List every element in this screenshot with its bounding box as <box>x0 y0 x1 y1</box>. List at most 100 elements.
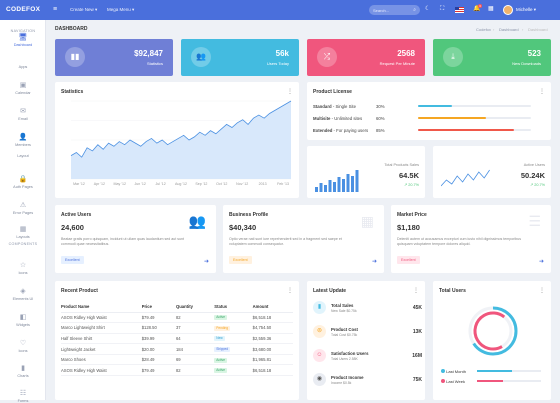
active-users-card: Active Users 50.24K ↗ 20.7% <box>433 146 551 198</box>
x-tick-label: Mar '12 <box>73 182 85 186</box>
chart-icon: ▮ <box>313 301 326 314</box>
sales-bar <box>315 187 318 192</box>
apps-grid-icon[interactable]: ▦ <box>488 6 494 12</box>
update-value: 16M <box>412 353 422 359</box>
table-row[interactable]: Half Sleeve Shirt $39.99 64 New $2,559.36 <box>61 333 293 345</box>
search-input[interactable]: Search... ⌕ <box>369 5 420 15</box>
legend-dot <box>441 379 445 383</box>
stat-label: Statistics <box>146 61 163 66</box>
more-icon[interactable]: ⋮ <box>413 288 419 294</box>
sidebar-item-charts[interactable]: ▮ Charts <box>0 365 46 378</box>
mega-menu[interactable]: Mega Menu ▾ <box>107 7 135 12</box>
license-progress <box>418 129 531 131</box>
sidebar-item-widgets[interactable]: ◧ Widgets <box>0 314 46 327</box>
table-row[interactable]: ASOS Ridley High Waist $79.49 82 Active $6,5… <box>61 364 293 377</box>
column-header[interactable]: Amount <box>252 302 293 313</box>
column-header[interactable]: Status <box>214 302 253 313</box>
breadcrumb-sep: › <box>522 27 524 32</box>
page-title: DASHBOARD <box>55 26 88 32</box>
breadcrumb-item[interactable]: Dashboard <box>499 27 519 32</box>
stat-card-statistics[interactable]: ▮▮ $92,847 Statistics <box>55 39 173 76</box>
table-row[interactable]: Marco Shoes $28.49 69 Active $1,965.81 <box>61 354 293 366</box>
stat-value: 523 <box>527 49 541 58</box>
card-title: Latest Update <box>313 288 347 294</box>
stat-value: $92,847 <box>134 49 163 58</box>
sidebar-item-label: Apps <box>18 65 28 69</box>
excellent-button[interactable]: Excellent <box>61 256 84 264</box>
more-icon[interactable]: ⋮ <box>287 89 293 95</box>
table-cell: ASOS Ridley High Waist <box>61 364 142 377</box>
total-users-ring-chart <box>468 306 518 356</box>
topbar: CODEFOX ≡ Create New ▾ Mega Menu ▾ Searc… <box>0 0 560 20</box>
stat-card-downloads[interactable]: ⤓ 523 New Downloads <box>433 39 551 76</box>
excellent-button[interactable]: Excellent <box>229 256 252 264</box>
more-icon[interactable]: ⋮ <box>539 288 545 294</box>
avatar[interactable] <box>503 5 513 15</box>
latest-update-row[interactable]: ⊚ Product Cost Total Cost $0.75k 13K <box>313 324 422 340</box>
monitor-icon: 🖥 <box>18 34 28 41</box>
table-row[interactable]: ASOS Ridley High Waist $79.49 82 Active $6,5… <box>61 312 293 324</box>
column-header[interactable]: Price <box>141 302 176 313</box>
username[interactable]: Michelle ▾ <box>516 7 537 12</box>
info-desc: Deleniti autem ut accusamus excepturi cu… <box>397 237 522 246</box>
sidebar-item-error-pages[interactable]: ⚠ Error Pages <box>0 202 46 215</box>
sidebar-item-auth-pages[interactable]: 🔒 Auth Pages <box>0 176 46 189</box>
arrow-right-icon[interactable]: ➜ <box>203 259 209 265</box>
sidebar-item-label: Widgets <box>16 323 30 327</box>
users-icon: 👥 <box>188 213 206 229</box>
sales-bar-chart <box>315 170 359 192</box>
stat-card-users[interactable]: 👥 56k Users Today <box>181 39 299 76</box>
stat-label: New Downloads <box>512 61 541 66</box>
create-new-menu[interactable]: Create New ▾ <box>70 7 98 12</box>
x-tick-label: Aug '12 <box>175 182 187 186</box>
sidebar-item-icons[interactable]: ♡ Icons <box>0 340 46 353</box>
sidebar-item-forms[interactable]: ☷ Forms <box>0 390 46 403</box>
sidebar-item-calendar[interactable]: ▣ Calendar <box>0 82 46 95</box>
column-header[interactable]: Product Name <box>61 302 142 313</box>
latest-update-row[interactable]: ◉ Product Income Income $0.5k 75K <box>313 372 422 388</box>
ring-last-week <box>473 311 513 351</box>
fullscreen-icon[interactable]: ⛶ <box>440 6 445 12</box>
sidebar-item-layouts[interactable]: ▦ Layouts <box>0 226 46 239</box>
arrow-right-icon[interactable]: ➜ <box>538 259 544 265</box>
recent-product-table: Product Name Price Quantity Status Amount AS… <box>61 302 293 377</box>
license-row: Multisite - Unlimited sites 60% <box>313 116 553 121</box>
column-header[interactable]: Quantity <box>175 302 215 313</box>
breadcrumb-item[interactable]: Codefox <box>476 27 491 32</box>
table-cell: 82 <box>175 364 215 377</box>
sidebar-item-dashboard[interactable]: 🖥 Dashboard <box>0 34 46 47</box>
total-users-card: Total Users ⋮ Last Month Last Week <box>433 281 551 400</box>
latest-update-row[interactable]: ▮ Total Sales New Sale $0.75k 45K <box>313 300 422 316</box>
update-title: Product Cost <box>331 327 358 332</box>
sales-change: ↗ 20.7% <box>403 183 419 187</box>
dark-mode-icon[interactable]: ☾ <box>425 6 431 12</box>
sales-bar <box>351 176 354 192</box>
status-badge: Active <box>214 368 227 374</box>
sidebar-item-elements-ui[interactable]: ◈ Elements UI <box>0 288 46 301</box>
excellent-button[interactable]: Excellent <box>397 256 420 264</box>
menu-toggle-icon[interactable]: ≡ <box>53 6 58 13</box>
logo[interactable]: CODEFOX <box>6 6 41 13</box>
update-subtitle: Income $0.5k <box>331 381 352 385</box>
table-row[interactable]: Marco Lightweight Shirt $128.50 37 Pending $… <box>61 322 293 334</box>
arrow-right-icon[interactable]: ➜ <box>371 259 377 265</box>
stat-card-requests[interactable]: ⤮ 2568 Request Per Minute <box>307 39 425 76</box>
grid-icon: ▦ <box>19 226 27 233</box>
table-row[interactable]: Lightweight Jacket $20.00 184 Shipped $3,680… <box>61 343 293 355</box>
sidebar-item-apps[interactable]: ▦Apps <box>0 65 46 69</box>
sidebar-item-icons[interactable]: ☆ Icons <box>0 262 46 275</box>
license-percent: 85% <box>376 128 385 133</box>
sidebar-item-layout[interactable]: ▭Layout <box>0 154 46 158</box>
x-tick-label: Sep '12 <box>195 182 207 186</box>
more-icon[interactable]: ⋮ <box>287 288 293 294</box>
sidebar-item-members[interactable]: 👤 Members <box>0 134 46 147</box>
sidebar-item-email[interactable]: ✉ Email <box>0 108 46 121</box>
latest-update-row[interactable]: ☺ Satisfaction Users Total Users 2.58K 16M <box>313 348 422 364</box>
legend-dot <box>441 369 445 373</box>
more-icon[interactable]: ⋮ <box>539 89 545 95</box>
language-flag-icon[interactable] <box>455 7 464 13</box>
search-icon: ⌕ <box>413 7 416 13</box>
active-users-line-chart <box>441 169 490 187</box>
bell-icon[interactable]: 🔔 <box>473 6 481 12</box>
info-desc: Beatae gratis porro quisquam, incidunt u… <box>61 237 185 246</box>
